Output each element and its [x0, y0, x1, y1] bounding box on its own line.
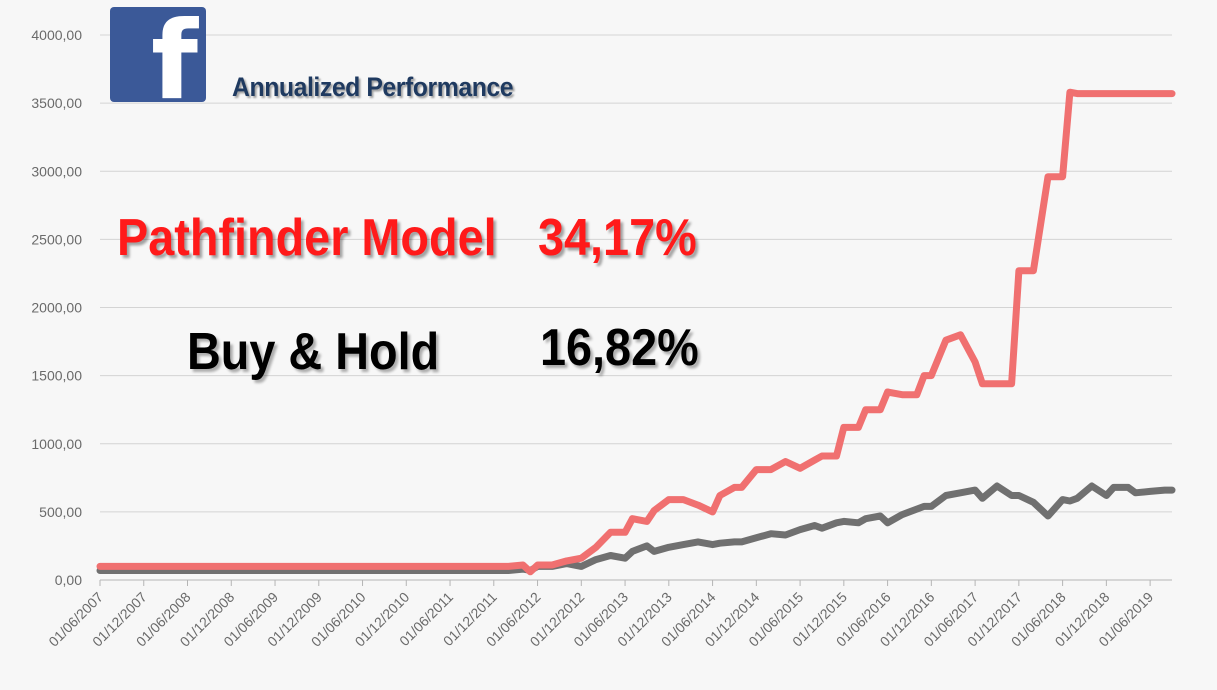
y-tick-label: 1000,00: [31, 436, 82, 452]
chart-gridlines: [100, 34, 1172, 581]
y-axis: 0,00 500,00 1000,00 1500,00 2000,00 2500,00 30…: [31, 27, 82, 588]
y-tick-label: 2500,00: [31, 231, 82, 247]
buy-hold-value: 16,82%: [540, 319, 699, 377]
series-line: [96, 88, 1176, 576]
y-tick-label: 500,00: [39, 504, 82, 520]
chart-title: Annualized Performance: [232, 72, 514, 102]
y-tick-label: 0,00: [55, 572, 82, 588]
facebook-logo-icon: f: [110, 7, 206, 102]
series-line: [96, 482, 1176, 574]
chart-series: [96, 88, 1176, 576]
y-tick-label: 4000,00: [31, 27, 82, 43]
model-value: 34,17%: [538, 209, 697, 267]
y-tick-label: 1500,00: [31, 368, 82, 384]
model-label: Pathfinder Model: [117, 209, 497, 267]
y-tick-label: 3000,00: [31, 163, 82, 179]
y-tick-label: 3500,00: [31, 95, 82, 111]
y-tick-label: 2000,00: [31, 300, 82, 316]
buy-hold-label: Buy & Hold: [187, 323, 440, 381]
x-axis: 01/06/200701/12/200701/06/200801/12/2008…: [45, 580, 1156, 650]
